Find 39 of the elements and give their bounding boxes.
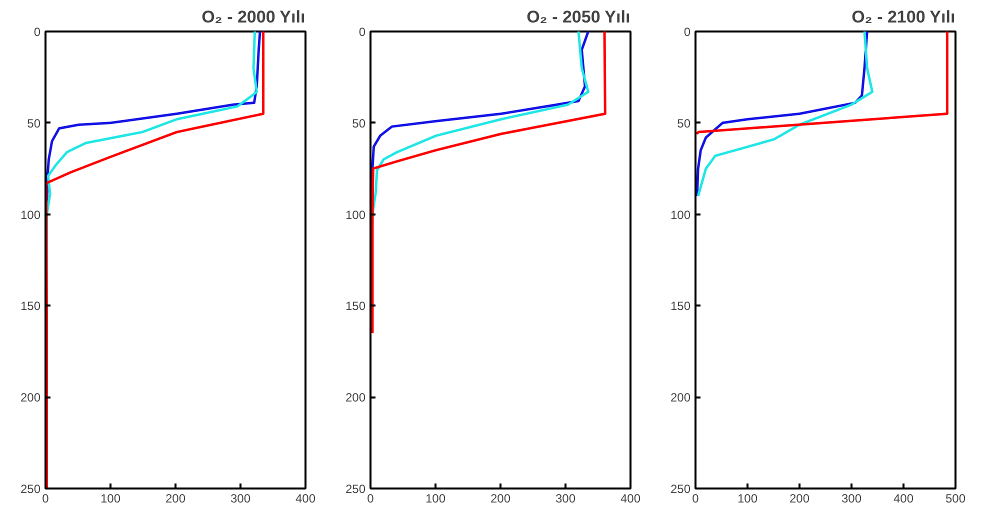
x-tick-label: 400 — [893, 492, 914, 506]
y-tick-label: 250 — [670, 482, 691, 496]
line-series — [696, 32, 948, 136]
y-tick-label: 250 — [345, 482, 366, 496]
y-tick-label: 100 — [345, 208, 366, 222]
x-tick-label: 300 — [555, 492, 576, 506]
y-tick-label: 250 — [20, 482, 41, 496]
y-tick-label: 150 — [20, 299, 41, 314]
line-series — [371, 32, 606, 334]
x-tick-label: 500 — [945, 492, 966, 506]
x-tick-label: 0 — [692, 492, 700, 506]
y-tick-label: 50 — [677, 116, 691, 130]
x-tick-label: 100 — [425, 492, 446, 506]
y-tick-label: 200 — [670, 390, 691, 405]
x-tick-label: 300 — [841, 492, 862, 506]
y-tick-label: 0 — [34, 25, 41, 39]
y-tick-label: 200 — [20, 390, 41, 405]
y-tick-label: 100 — [20, 208, 41, 222]
x-tick-label: 300 — [230, 492, 251, 506]
y-tick-label: 50 — [352, 116, 366, 130]
x-tick-label: 200 — [789, 492, 810, 506]
y-tick-label: 50 — [27, 116, 41, 130]
x-tick-label: 200 — [165, 492, 186, 506]
x-tick-label: 400 — [620, 492, 641, 506]
chart-title: O₂ - 2050 Yılı — [526, 8, 630, 26]
y-tick-label: 100 — [670, 208, 691, 222]
y-tick-label: 150 — [345, 299, 366, 314]
x-tick-label: 200 — [490, 492, 511, 506]
chart-title: O₂ - 2100 Yılı — [852, 8, 956, 26]
x-tick-label: 100 — [100, 492, 121, 506]
y-tick-label: 0 — [358, 25, 366, 39]
x-tick-label: 0 — [367, 492, 374, 506]
x-tick-label: 400 — [295, 492, 316, 506]
y-tick-label: 150 — [670, 299, 691, 314]
y-tick-label: 200 — [345, 390, 366, 405]
x-tick-label: 0 — [42, 492, 50, 506]
y-tick-label: 0 — [684, 25, 691, 39]
x-tick-label: 100 — [737, 492, 758, 506]
chart-title: O₂ - 2000 Yılı — [202, 8, 306, 26]
